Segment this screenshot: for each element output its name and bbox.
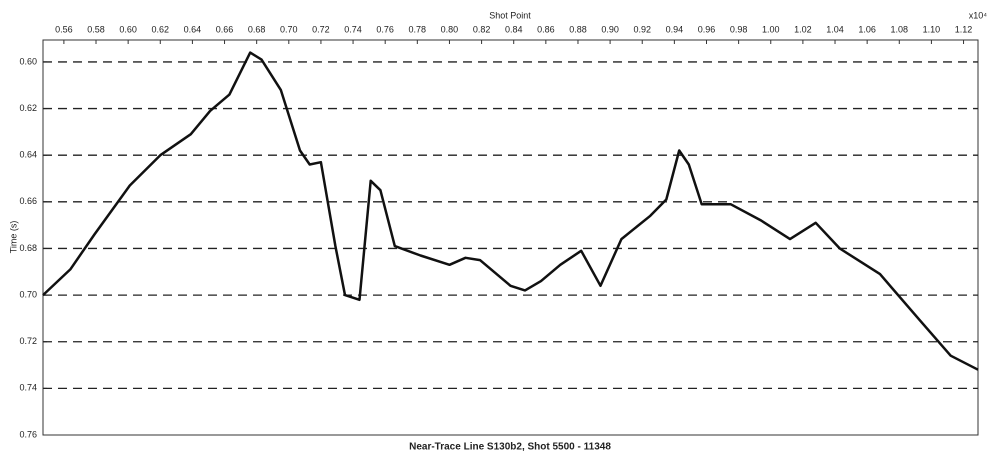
x-tick-label: 0.96 xyxy=(698,24,716,34)
y-tick-label: 0.60 xyxy=(19,56,37,66)
y-tick-label: 0.66 xyxy=(19,196,37,206)
y-axis-label: Time (s) xyxy=(8,221,18,254)
x-tick-label: 0.64 xyxy=(184,24,202,34)
x-tick-label: 0.98 xyxy=(730,24,748,34)
y-tick-label: 0.62 xyxy=(19,103,37,113)
x-tick-label: 0.80 xyxy=(441,24,459,34)
x-tick-label: 0.86 xyxy=(537,24,555,34)
x-tick-label: 0.68 xyxy=(248,24,266,34)
y-tick-label: 0.64 xyxy=(19,150,37,160)
y-tick-label: 0.70 xyxy=(19,289,37,299)
x-tick-label: 0.56 xyxy=(55,24,73,34)
x-tick-label: 0.90 xyxy=(601,24,619,34)
y-tick-label: 0.74 xyxy=(19,383,37,393)
plot-frame xyxy=(42,39,979,436)
y-tick-label: 0.76 xyxy=(19,429,37,439)
x-tick-label: 0.92 xyxy=(633,24,651,34)
x-tick-label: 1.12 xyxy=(955,24,973,34)
x-tick-label: 1.10 xyxy=(923,24,941,34)
chart-title: Near-Trace Line S130b2, Shot 5500 - 1134… xyxy=(409,442,611,453)
x-tick-label: 1.04 xyxy=(826,24,844,34)
y-tick-label: 0.72 xyxy=(19,336,37,346)
x-multiplier: x10⁴ xyxy=(969,10,988,20)
x-tick-label: 0.76 xyxy=(376,24,394,34)
x-tick-label: 1.06 xyxy=(858,24,876,34)
x-tick-label: 0.88 xyxy=(569,24,587,34)
x-tick-label: 1.02 xyxy=(794,24,812,34)
y-tick-label: 0.68 xyxy=(19,243,37,253)
x-tick-label: 0.72 xyxy=(312,24,330,34)
x-tick-label: 0.84 xyxy=(505,24,523,34)
x-tick-label: 0.70 xyxy=(280,24,298,34)
x-tick-label: 0.58 xyxy=(87,24,105,34)
x-axis-label: Shot Point xyxy=(489,10,531,20)
x-tick-label: 0.66 xyxy=(216,24,234,34)
x-tick-label: 0.74 xyxy=(344,24,362,34)
x-tick-label: 1.00 xyxy=(762,24,780,34)
x-tick-label: 0.94 xyxy=(666,24,684,34)
x-tick-label: 0.82 xyxy=(473,24,491,34)
seafloor-reflector xyxy=(42,51,979,371)
x-tick-label: 0.62 xyxy=(152,24,170,34)
x-tick-label: 0.78 xyxy=(409,24,427,34)
x-tick-label: 1.08 xyxy=(891,24,909,34)
x-tick-label: 0.60 xyxy=(119,24,137,34)
